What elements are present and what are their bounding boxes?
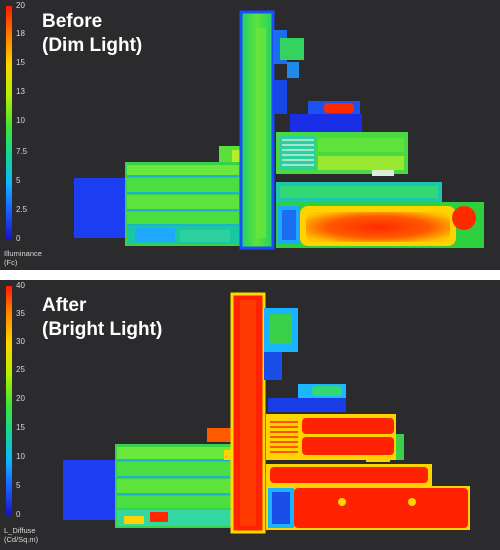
legend-tick: 7.5 [16,147,28,156]
legend-tick: 20 [16,394,25,403]
panel-separator [0,270,500,280]
legend-tick: 10 [16,116,25,125]
before-title: Before [42,11,103,32]
after-title: After [42,295,87,316]
before-panel: 20 18 15 13 10 7.5 5 2.5 0 Illuminance (… [0,0,500,270]
legend-tick: 15 [16,58,25,67]
legend-tick: 25 [16,365,25,374]
legend-tick: 10 [16,452,25,461]
legend-tick: 5 [16,176,21,185]
after-caption: After (Bright Light) [42,294,162,342]
legend-tick: 13 [16,87,25,96]
luminance-color-scale [6,286,12,516]
after-lighting-render [63,292,470,534]
legend-tick: 2.5 [16,205,28,214]
after-panel: 40 35 30 25 20 15 10 5 0 L_Diffuse (Cd/S… [0,280,500,550]
before-lighting-render [74,10,484,250]
legend-tick: 20 [16,1,25,10]
legend-unit-label: L_Diffuse [4,526,36,535]
legend-tick: 30 [16,337,25,346]
legend-tick: 35 [16,309,25,318]
legend-unit-label: Illuminance [4,249,42,258]
legend-unit-sublabel: (Fc) [4,258,18,267]
after-subtitle: (Bright Light) [42,319,163,340]
legend-tick: 40 [16,281,25,290]
legend-tick: 18 [16,29,25,38]
legend-tick: 0 [16,234,21,243]
illuminance-color-scale [6,6,12,240]
legend-tick: 5 [16,481,21,490]
legend-tick: 15 [16,423,25,432]
before-caption: Before (Dim Light) [42,10,142,58]
before-subtitle: (Dim Light) [42,35,143,56]
legend-tick: 0 [16,510,21,519]
legend-unit-sublabel: (Cd/Sq.m) [4,535,39,544]
